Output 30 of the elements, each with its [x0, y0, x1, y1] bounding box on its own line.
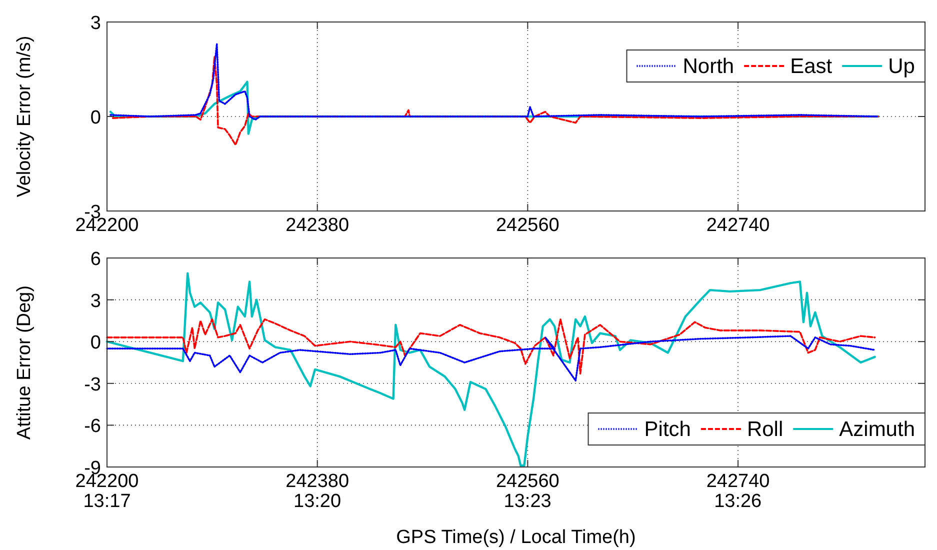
y-tick-label: -6	[84, 416, 101, 438]
y-tick-label: 6	[90, 249, 101, 270]
line-series	[110, 43, 880, 121]
x2-tick-label: 13:20	[294, 491, 342, 512]
x-tick-label: 242560	[496, 471, 560, 492]
x-tick-label: 242380	[286, 215, 350, 236]
line-series	[112, 56, 880, 146]
x-axis-title: GPS Time(s) / Local Time(h)	[396, 527, 636, 548]
line-series	[106, 335, 876, 382]
legend-label: Pitch	[644, 418, 691, 441]
x-tick-label: 242560	[496, 215, 560, 236]
x2-tick-label: 13:26	[714, 491, 762, 512]
legend-label: North	[682, 55, 734, 78]
legend-label: Azimuth	[839, 418, 915, 441]
x2-tick-label: 13:17	[83, 491, 131, 512]
y-tick-label: -3	[84, 374, 101, 396]
y-axis-title: Velocity Error (m/s)	[14, 36, 35, 198]
y-tick-label: 0	[90, 108, 101, 128]
y-axis-title: Attitue Error (Deg)	[14, 285, 35, 440]
x-tick-label: 242740	[706, 215, 770, 236]
legend-label: Roll	[746, 418, 784, 441]
x2-tick-label: 13:23	[504, 491, 552, 512]
legend-label: East	[790, 55, 832, 78]
y-tick-label: 3	[90, 290, 101, 312]
y-tick-label: 0	[90, 332, 101, 354]
y-tick-label: 3	[90, 13, 101, 34]
x-tick-label: 242740	[706, 471, 770, 492]
legend-label: Up	[888, 55, 915, 78]
line-series	[106, 318, 876, 375]
x-tick-label: 242380	[286, 471, 350, 492]
